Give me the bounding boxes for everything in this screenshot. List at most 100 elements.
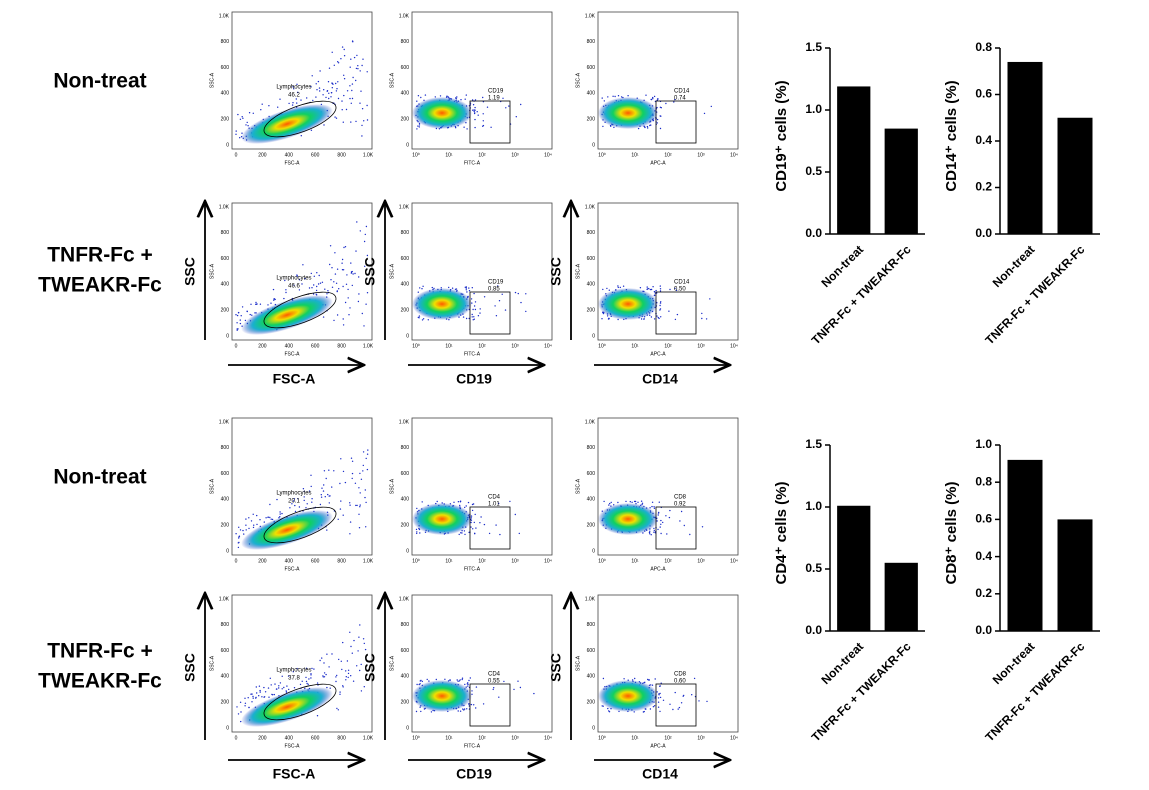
- y-tick-label: 600: [401, 648, 410, 654]
- event-dot: [474, 118, 476, 121]
- x-tick-label: 10⁰: [412, 735, 420, 741]
- event-dot: [361, 64, 363, 67]
- event-dot: [603, 100, 605, 102]
- flow-plot: Lymphocytes 37.8 0 200 400 600 800 1.0K 0 200 400 6…: [209, 594, 374, 749]
- event-dot: [659, 526, 661, 528]
- event-dot: [339, 693, 341, 695]
- event-dot: [493, 687, 495, 689]
- event-dot: [270, 684, 272, 686]
- plot-x-title: FITC-A: [464, 566, 481, 572]
- event-dot: [428, 680, 430, 682]
- event-dot: [418, 683, 420, 686]
- event-dot: [325, 673, 327, 676]
- plot-y-title: SSC-A: [389, 72, 395, 88]
- y-tick-label: 800: [221, 230, 230, 236]
- event-dot: [653, 506, 655, 508]
- x-tick-label: 10⁰: [598, 343, 606, 349]
- event-dot: [235, 130, 237, 132]
- event-dot: [669, 703, 671, 705]
- event-dot: [466, 128, 468, 130]
- event-dot: [651, 505, 653, 508]
- event-dot: [342, 514, 344, 516]
- x-tick-label: 400: [285, 558, 294, 564]
- event-dot: [311, 287, 313, 289]
- event-dot: [351, 89, 353, 92]
- event-dot: [360, 690, 363, 692]
- event-dot: [701, 526, 704, 528]
- event-dot: [348, 314, 350, 316]
- x-tick-label: 10³: [511, 152, 519, 158]
- event-dot: [362, 451, 365, 453]
- event-dot: [473, 109, 475, 111]
- event-dot: [633, 500, 636, 503]
- event-dot: [237, 113, 239, 116]
- y-tick-label: 600: [221, 65, 230, 71]
- event-dot: [321, 487, 323, 489]
- event-dot: [349, 66, 351, 68]
- event-dot: [625, 500, 627, 503]
- event-dot: [333, 281, 335, 283]
- event-dot: [643, 318, 645, 320]
- event-dot: [418, 126, 420, 128]
- arrow-label: SSC: [548, 653, 564, 682]
- event-dot: [362, 464, 364, 467]
- event-dot: [660, 107, 662, 109]
- event-dot: [336, 707, 338, 710]
- event-dot: [617, 285, 619, 287]
- x-tick-label: 600: [311, 152, 320, 158]
- event-dot: [471, 316, 473, 318]
- y-tick-label: 0: [592, 333, 595, 339]
- event-dot: [504, 309, 507, 311]
- y-tick-label: 400: [587, 91, 596, 97]
- event-dot: [457, 501, 460, 503]
- event-dot: [417, 95, 420, 97]
- arrow-label: CD14: [642, 766, 678, 782]
- event-dot: [365, 225, 368, 228]
- event-dot: [468, 317, 470, 320]
- event-dot: [471, 313, 473, 316]
- event-dot: [467, 501, 470, 504]
- event-dot: [465, 317, 468, 320]
- event-dot: [641, 502, 644, 504]
- event-dot: [365, 457, 367, 460]
- event-dot: [250, 303, 252, 305]
- event-dot: [514, 291, 517, 294]
- event-dot: [603, 500, 605, 503]
- event-dot: [329, 245, 332, 247]
- event-dot: [471, 690, 473, 692]
- event-dot: [337, 61, 339, 63]
- event-dot: [430, 711, 433, 713]
- x-tick-label: 0: [235, 735, 238, 741]
- y-tick-label: 600: [401, 471, 410, 477]
- event-dot: [365, 303, 367, 305]
- plot-y-title: SSC-A: [209, 655, 215, 671]
- event-dot: [602, 125, 604, 128]
- event-dot: [341, 269, 344, 271]
- event-dot: [343, 74, 345, 77]
- event-dot: [333, 319, 335, 322]
- event-dot: [324, 288, 326, 290]
- event-dot: [651, 684, 654, 686]
- event-dot: [247, 125, 249, 127]
- gate-value: 0.85: [488, 287, 500, 293]
- event-dot: [281, 512, 283, 515]
- x-tick-label: 1.0K: [363, 558, 374, 564]
- event-dot: [364, 489, 366, 491]
- event-dot: [495, 524, 497, 526]
- event-dot: [267, 687, 270, 689]
- y-tick-label: 400: [401, 674, 410, 680]
- event-dot: [295, 98, 297, 100]
- y-tick-label: 0: [226, 333, 229, 339]
- event-dot: [252, 513, 254, 515]
- event-dot: [366, 71, 368, 73]
- event-dot: [327, 493, 329, 496]
- gate-name: CD4: [488, 495, 501, 501]
- event-dot: [261, 696, 263, 698]
- event-dot: [617, 95, 620, 97]
- event-dot: [318, 274, 320, 277]
- x-tick-label: 10²: [664, 558, 672, 564]
- event-dot: [342, 285, 344, 288]
- x-tick-label: 400: [285, 152, 294, 158]
- x-tick-label: 10³: [697, 152, 705, 158]
- event-dot: [315, 293, 317, 295]
